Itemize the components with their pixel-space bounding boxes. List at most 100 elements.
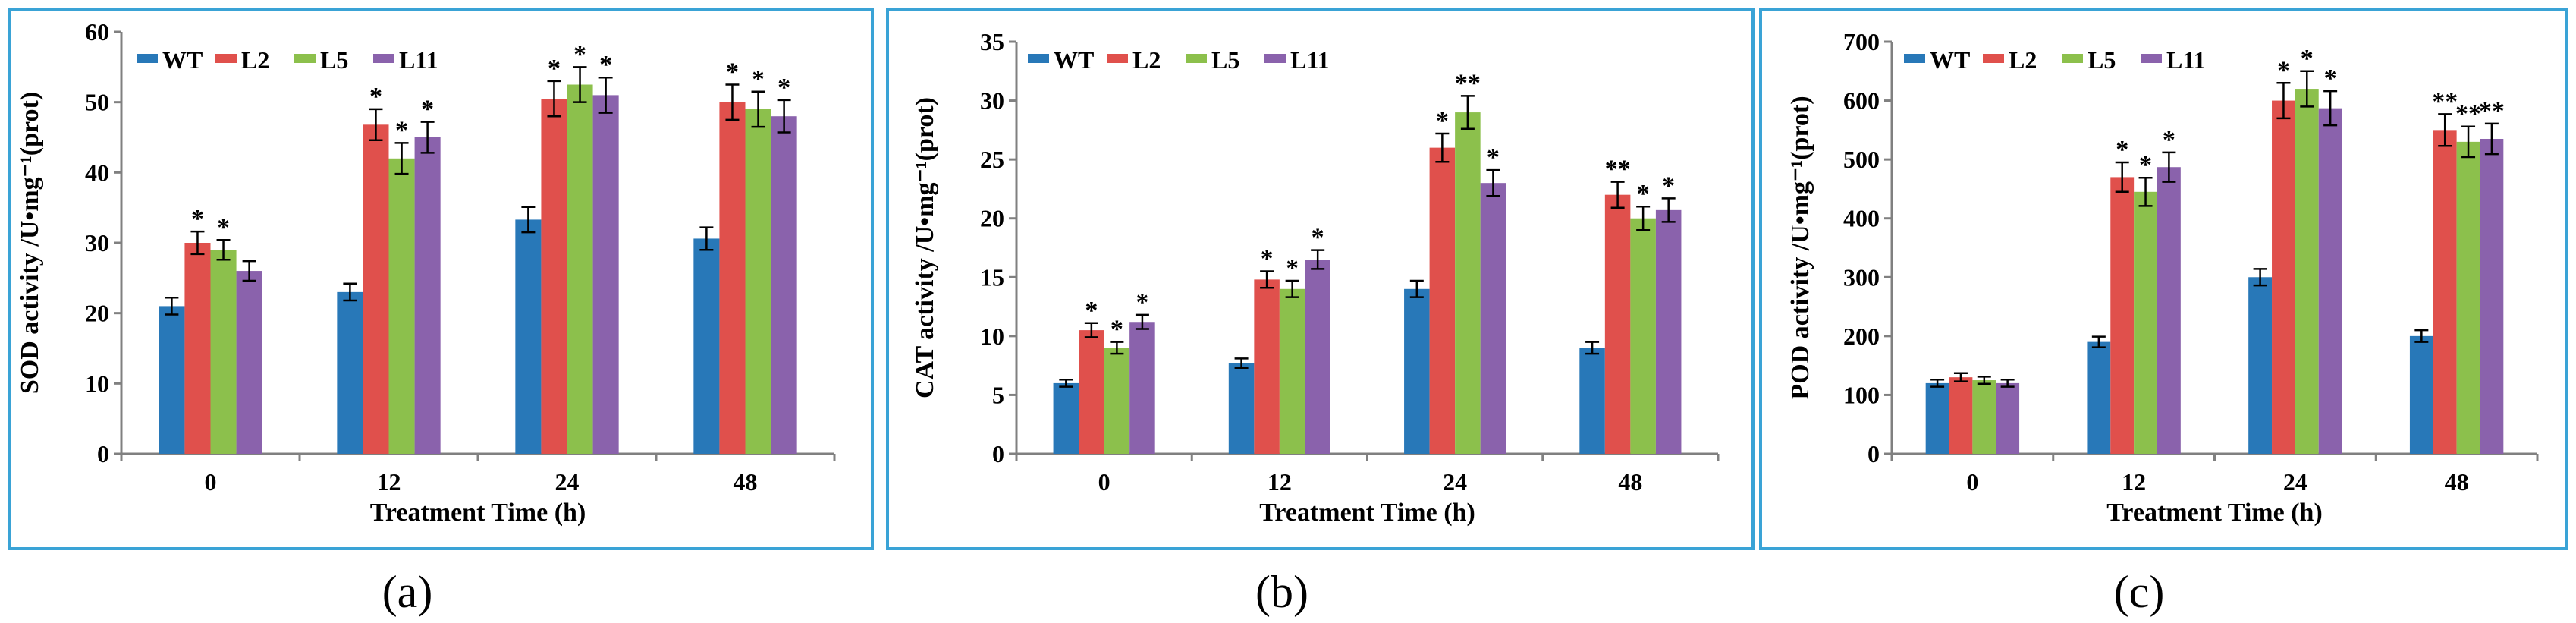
bar-wt-24 (2248, 277, 2273, 454)
x-tick-label: 0 (205, 468, 217, 496)
bar-wt-24 (515, 219, 542, 454)
y-axis-title: SOD activity /U•mg⁻¹(prot) (16, 92, 44, 394)
legend-label-l2: L2 (241, 46, 269, 74)
bar-wt-12 (2087, 341, 2111, 454)
x-axis-title: Treatment Time (h) (370, 499, 586, 527)
legend-swatch-l11 (1264, 54, 1286, 63)
legend-swatch-l2 (1107, 54, 1128, 63)
significance-mark: * (726, 58, 739, 87)
panel-caption: (b) (1255, 567, 1308, 617)
bar-wt-24 (1404, 288, 1430, 454)
x-tick-label: 0 (1966, 468, 1978, 496)
legend-swatch-l2 (215, 54, 237, 63)
legend-label-l11: L11 (1290, 46, 1330, 74)
bar-l5-24 (2295, 89, 2319, 455)
y-tick-label: 40 (85, 159, 109, 186)
significance-mark: * (1136, 288, 1148, 316)
x-tick-label: 24 (1443, 468, 1467, 496)
significance-mark: * (1261, 245, 1274, 273)
panel-frame (886, 8, 1755, 550)
bar-l2-48 (719, 102, 746, 454)
bar-l2-0 (184, 243, 211, 454)
bar-l11-12 (1305, 260, 1330, 454)
significance-mark: * (1662, 171, 1675, 200)
legend-swatch-l11 (2141, 54, 2162, 63)
bar-l2-0 (1079, 330, 1104, 454)
significance-mark: * (2139, 151, 2152, 179)
x-tick-label: 24 (555, 468, 580, 496)
x-tick-label: 12 (377, 468, 401, 496)
legend-swatch-wt (137, 54, 158, 63)
significance-mark: * (1286, 254, 1299, 282)
panel-frame (1759, 8, 2568, 550)
legend-label-l11: L11 (2166, 46, 2206, 74)
x-tick-label: 12 (2122, 468, 2146, 496)
bar-l5-12 (2134, 191, 2157, 455)
significance-mark: * (573, 40, 586, 68)
legend-swatch-l2 (1983, 54, 2004, 63)
bar-l2-0 (1949, 377, 1973, 454)
bar-wt-48 (1579, 348, 1605, 454)
bar-l11-24 (592, 95, 619, 455)
bar-l11-24 (2318, 108, 2342, 455)
bar-l11-48 (2480, 138, 2504, 454)
significance-mark: * (1487, 143, 1500, 171)
significance-mark: * (191, 205, 204, 233)
x-tick-label: 48 (1618, 468, 1642, 496)
y-axis-title: CAT activity /U•mg⁻¹(prot) (911, 97, 939, 398)
significance-mark: ** (2432, 87, 2458, 115)
panel-frame (8, 8, 874, 550)
y-tick-label: 700 (1843, 28, 1880, 55)
y-tick-label: 0 (97, 440, 109, 467)
significance-mark: * (548, 55, 561, 83)
bar-l5-12 (388, 158, 415, 455)
y-tick-label: 20 (85, 300, 109, 327)
x-tick-label: 0 (1098, 468, 1111, 496)
bar-l2-48 (2433, 130, 2457, 454)
x-axis-title: Treatment Time (h) (2106, 499, 2323, 527)
bar-l2-48 (1604, 194, 1631, 454)
y-tick-label: 300 (1843, 263, 1880, 291)
y-tick-label: 60 (85, 18, 109, 46)
significance-mark: ** (1605, 156, 1631, 184)
y-tick-label: 200 (1843, 323, 1880, 350)
panel-caption: (c) (2114, 567, 2165, 617)
x-tick-label: 48 (2445, 468, 2469, 496)
significance-mark: * (2301, 45, 2314, 73)
legend-label-wt: WT (162, 46, 203, 74)
significance-mark: * (1436, 107, 1449, 135)
bar-l2-12 (1254, 279, 1280, 454)
bar-l5-24 (567, 84, 593, 454)
bar-wt-48 (693, 238, 720, 454)
bar-l5-48 (2456, 141, 2480, 454)
legend-swatch-l5 (1186, 54, 1207, 63)
bar-l11-12 (414, 137, 441, 454)
legend-swatch-l5 (2062, 54, 2083, 63)
significance-mark: ** (1455, 69, 1481, 97)
chart-panel-1: 0 10 20 30 40 50 60 0 * * 12 * * * 24 * * * 48 * * * Treatment… (8, 8, 874, 617)
legend-swatch-l11 (373, 54, 394, 63)
bar-l5-12 (1279, 288, 1305, 454)
y-tick-label: 50 (85, 89, 109, 116)
significance-mark: * (778, 74, 790, 102)
panel-caption: (a) (382, 567, 433, 617)
y-tick-label: 400 (1843, 205, 1880, 232)
significance-mark: * (369, 83, 382, 111)
bar-l5-48 (1630, 218, 1656, 454)
bar-l11-0 (1996, 382, 2020, 454)
x-axis-title: Treatment Time (h) (1259, 499, 1475, 527)
significance-mark: * (1111, 316, 1123, 344)
bar-l11-48 (771, 116, 797, 454)
y-tick-label: 600 (1843, 87, 1880, 115)
legend-label-l2: L2 (1132, 46, 1161, 74)
bar-l2-12 (363, 124, 389, 454)
bar-l5-0 (1972, 380, 1996, 454)
bar-l2-24 (541, 99, 567, 455)
y-tick-label: 500 (1843, 146, 1880, 173)
legend-swatch-wt (1904, 54, 1925, 63)
bar-l11-12 (2157, 167, 2181, 454)
bar-l2-24 (2272, 100, 2295, 455)
y-tick-label: 10 (85, 370, 109, 397)
